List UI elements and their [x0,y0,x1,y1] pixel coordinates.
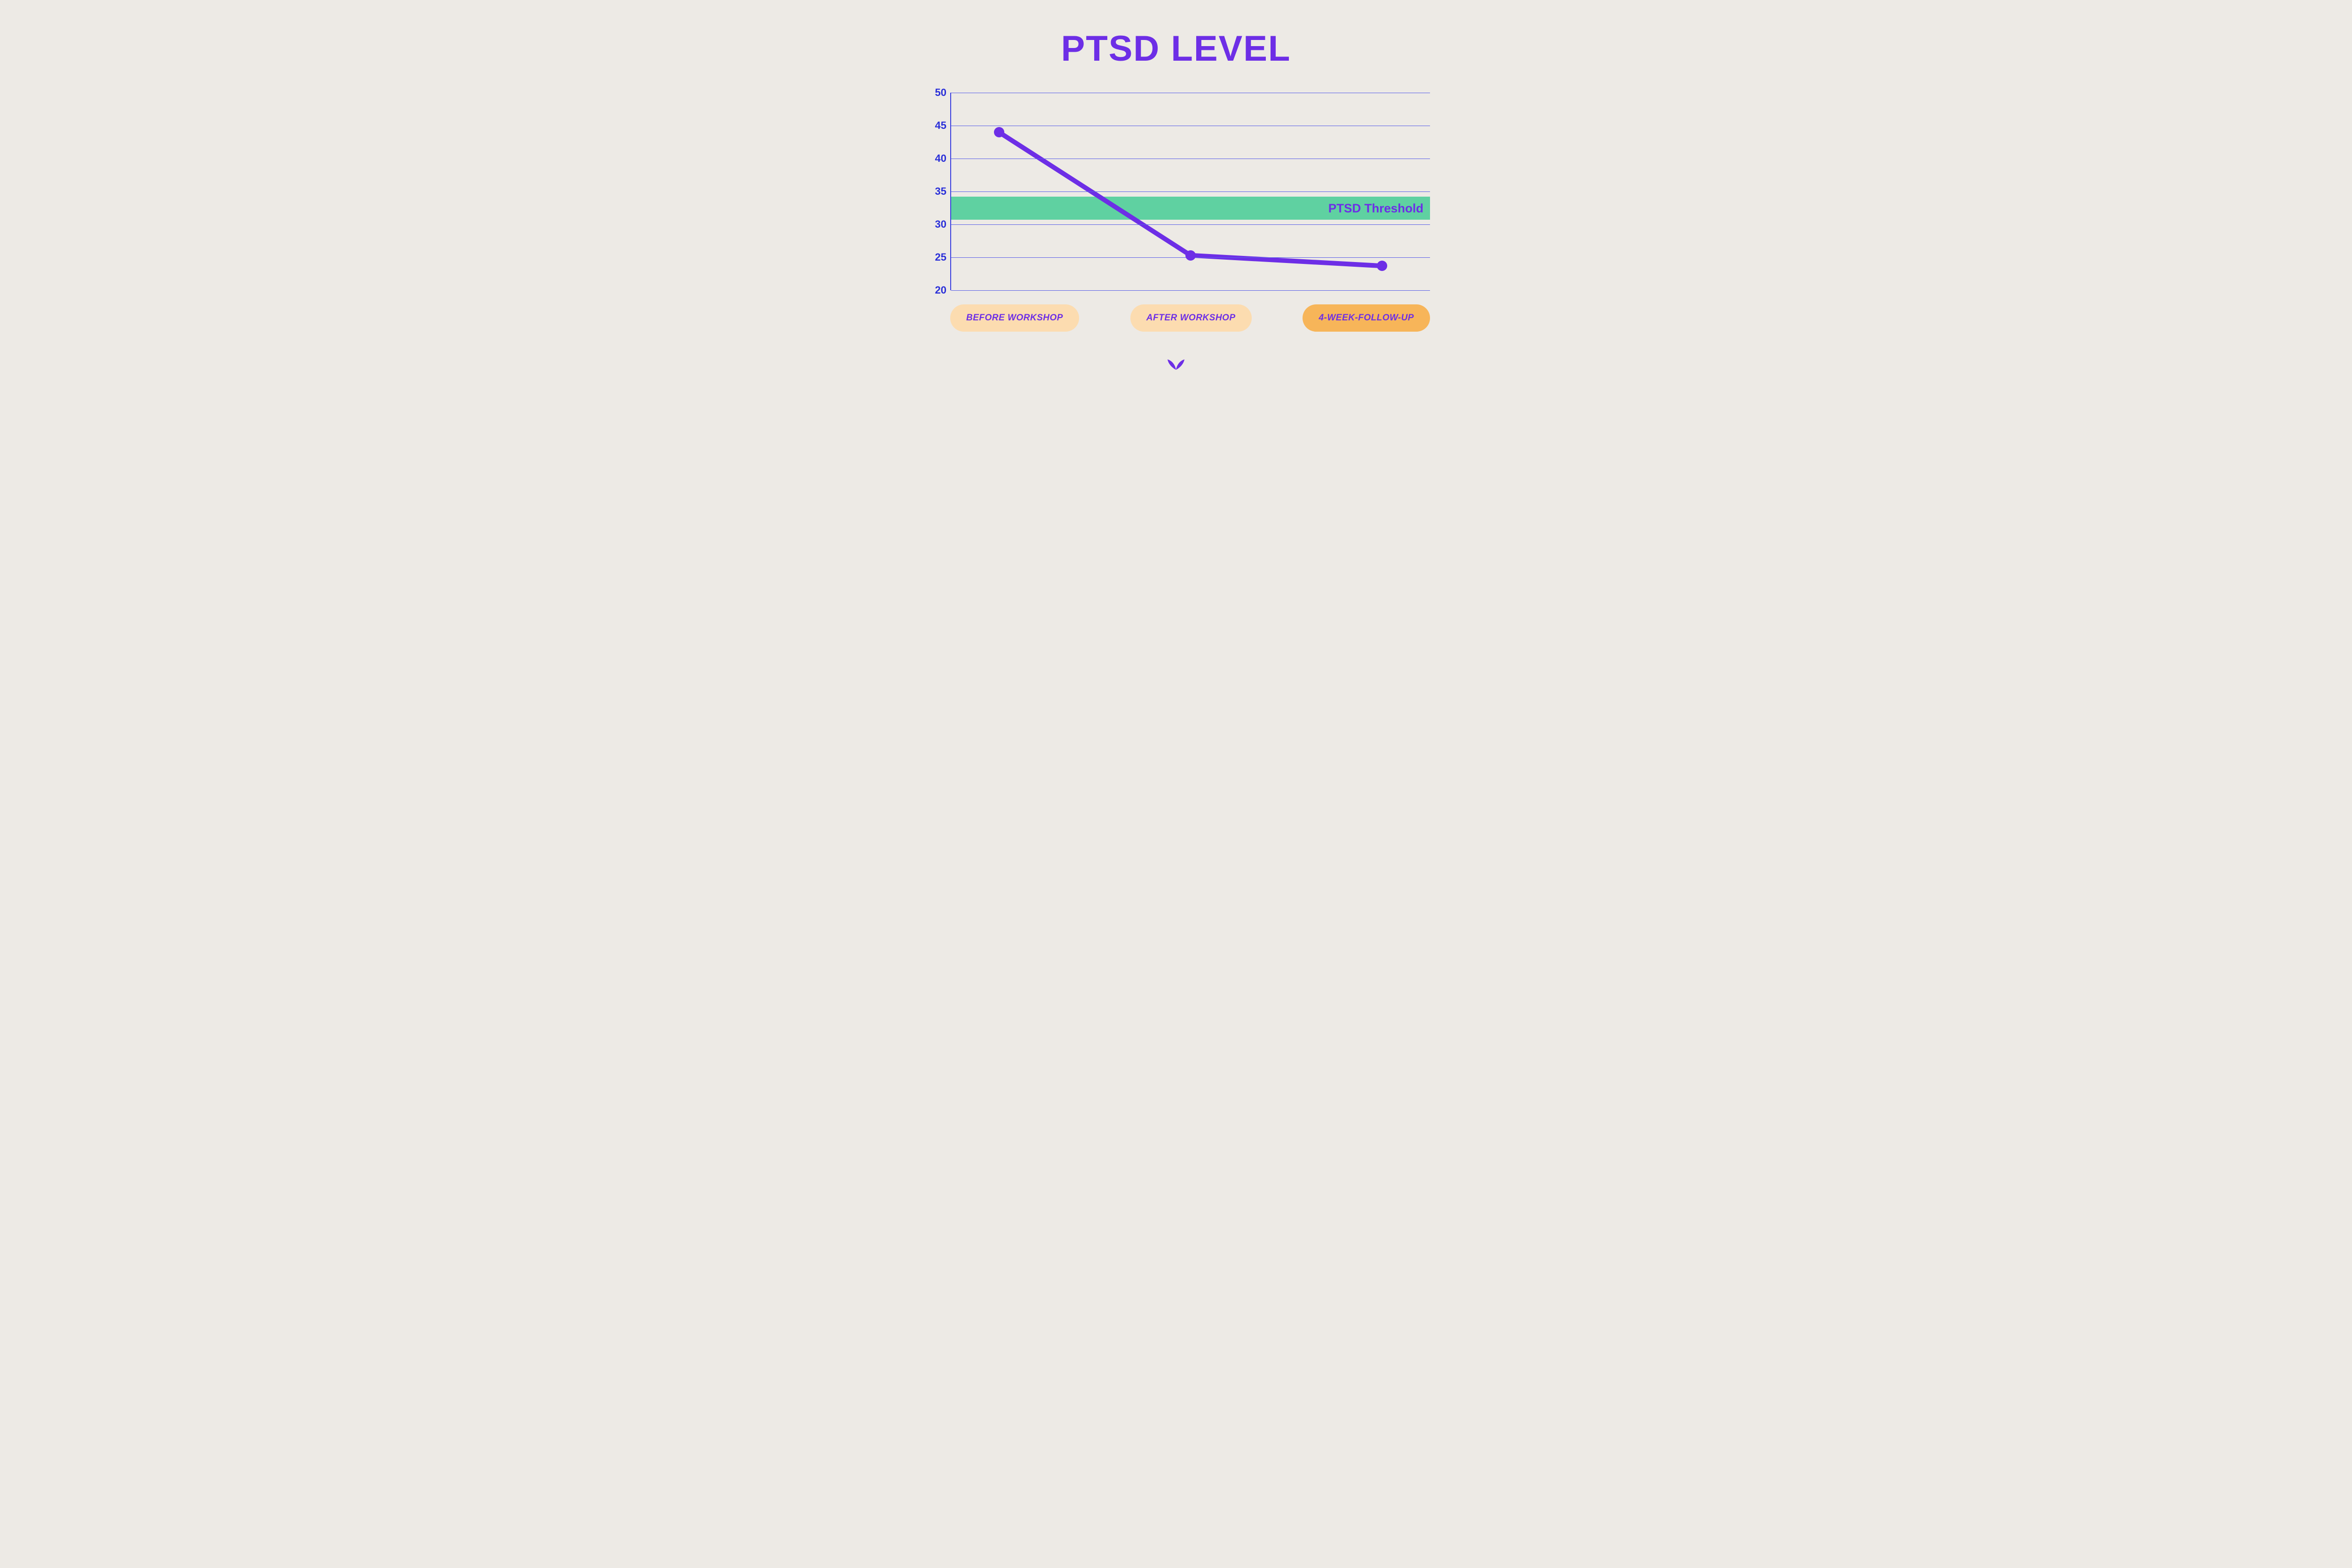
y-tick-label: 20 [928,284,946,296]
x-category-pill: AFTER WORKSHOP [1130,304,1252,332]
brand-logo-icon [1166,358,1186,374]
gridline [951,191,1430,192]
y-tick-label: 50 [928,87,946,99]
gridline [951,290,1430,291]
y-tick-label: 40 [928,152,946,165]
y-tick-label: 45 [928,119,946,132]
x-axis-labels: BEFORE WORKSHOP AFTER WORKSHOP 4-WEEK-FOLL… [950,304,1430,332]
x-category-pill: 4-WEEK-FOLLOW-UP [1303,304,1430,332]
y-tick-label: 35 [928,185,946,198]
x-category-pill: BEFORE WORKSHOP [950,304,1079,332]
data-line [999,132,1382,266]
y-tick-label: 30 [928,218,946,231]
chart-container: PTSD Threshold 20253035404550 BEFORE WOR… [922,93,1430,332]
y-tick-label: 25 [928,251,946,263]
chart-title: PTSD LEVEL [1061,28,1291,69]
gridline [951,224,1430,225]
data-point-dot [994,127,1004,137]
data-point-dot [1185,250,1196,261]
plot-area: PTSD Threshold 20253035404550 [950,93,1430,290]
